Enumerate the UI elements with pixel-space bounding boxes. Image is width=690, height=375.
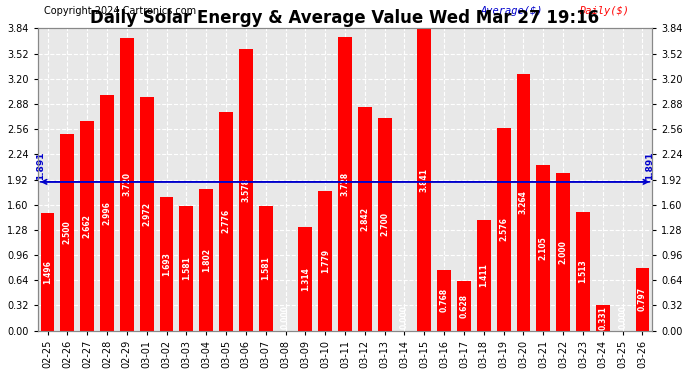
Text: 2.700: 2.700 [380,212,389,236]
Bar [239,49,253,331]
Text: Copyright 2024 Cartronics.com: Copyright 2024 Cartronics.com [43,6,196,16]
Text: 0.000: 0.000 [281,305,290,329]
Bar [358,107,372,331]
Bar [61,134,75,331]
Text: 2.842: 2.842 [360,207,369,231]
Bar [100,95,114,331]
Text: 2.972: 2.972 [142,202,151,226]
Text: 1.581: 1.581 [262,256,270,280]
Text: 2.000: 2.000 [559,240,568,264]
Text: 1.802: 1.802 [201,248,210,272]
Bar [437,270,451,331]
Bar [576,211,590,331]
Text: 0.331: 0.331 [598,306,607,330]
Text: 1.411: 1.411 [480,263,489,287]
Text: 2.776: 2.776 [221,209,230,234]
Bar [80,121,94,331]
Text: 2.662: 2.662 [83,214,92,238]
Text: 1.779: 1.779 [321,249,330,273]
Text: 3.578: 3.578 [241,178,250,202]
Text: Daily($): Daily($) [579,6,629,16]
Bar [536,165,550,331]
Text: 1.581: 1.581 [182,256,191,280]
Bar [298,227,313,331]
Bar [120,38,134,331]
Bar [179,206,193,331]
Text: 2.105: 2.105 [539,236,548,260]
Bar [219,112,233,331]
Text: 3.728: 3.728 [340,172,350,196]
Text: 3.720: 3.720 [122,172,131,196]
Text: 0.768: 0.768 [440,288,449,312]
Bar [556,173,570,331]
Bar [199,189,213,331]
Bar [259,206,273,331]
Text: 2.576: 2.576 [499,217,508,241]
Bar [318,190,332,331]
Bar [517,74,531,331]
Bar [635,268,649,331]
Bar [417,28,431,331]
Bar [159,197,173,331]
Text: 0.000: 0.000 [400,305,409,329]
Text: 3.841: 3.841 [420,168,428,192]
Text: 2.500: 2.500 [63,220,72,244]
Text: Average($): Average($) [480,6,543,16]
Text: 1.496: 1.496 [43,260,52,284]
Bar [338,37,352,331]
Text: 1.513: 1.513 [578,259,587,283]
Text: 1.891: 1.891 [645,152,654,180]
Bar [457,281,471,331]
Text: 0.000: 0.000 [618,305,627,329]
Text: 1.314: 1.314 [301,267,310,291]
Bar [596,304,610,331]
Bar [41,213,55,331]
Bar [497,128,511,331]
Text: 1.693: 1.693 [162,252,171,276]
Text: 3.264: 3.264 [519,190,528,214]
Bar [477,220,491,331]
Bar [377,118,392,331]
Text: 0.628: 0.628 [460,294,469,318]
Text: 2.996: 2.996 [103,201,112,225]
Bar [140,97,154,331]
Text: 1.891: 1.891 [36,152,45,180]
Text: 0.797: 0.797 [638,287,647,311]
Title: Daily Solar Energy & Average Value Wed Mar 27 19:16: Daily Solar Energy & Average Value Wed M… [90,9,600,27]
